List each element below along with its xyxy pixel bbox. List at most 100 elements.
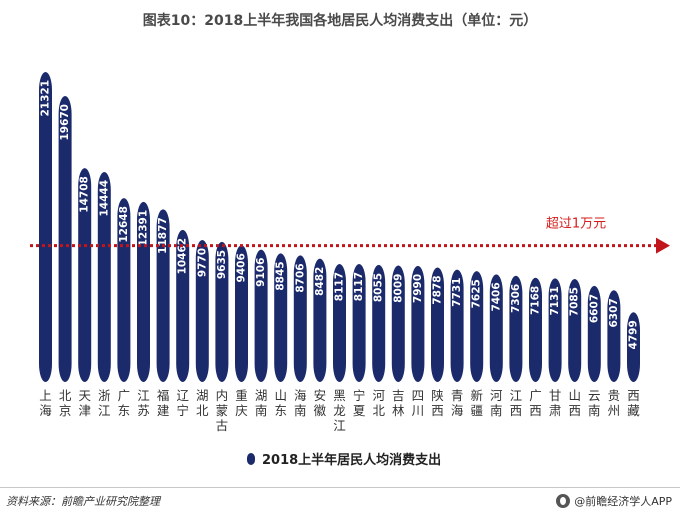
arrow-head-icon [656,237,670,254]
value-label-1: 21321 [40,80,52,117]
bar-10 [215,241,229,382]
bar-8 [176,229,190,382]
bar-4 [97,171,111,382]
legend-swatch [247,453,255,465]
category-label-7: 福建 [157,388,170,418]
value-label-26: 7168 [530,286,542,315]
category-label-19: 吉林 [392,388,405,418]
value-label-3: 14708 [79,176,91,213]
value-label-8: 10462 [177,238,189,275]
bar-13 [274,253,288,382]
bar-15 [313,258,327,382]
category-label-30: 贵州 [608,388,621,418]
legend-label: 2018上半年居民人均消费支出 [262,452,441,468]
value-label-10: 9635 [216,250,228,279]
bar-21 [431,267,444,382]
category-label-29: 云南 [588,388,601,418]
category-label-1: 上海 [39,388,52,418]
category-label-2: 北京 [59,388,72,418]
value-label-14: 8706 [294,263,306,292]
bar-17 [352,263,366,382]
bar-20 [411,265,425,382]
bar-23 [470,271,484,382]
reference-line-label: 超过1万元 [546,217,606,232]
category-label-22: 青海 [451,388,464,418]
chart-title: 图表10：2018上半年我国各地居民人均消费支出（单位：元） [142,13,538,29]
bar-29 [587,285,601,382]
brand-label: @前瞻经济学人APP [574,495,672,508]
category-labels-group: 上海北京天津浙江广东江苏福建辽宁湖北内蒙古重庆湖南山东海南安徽黑龙江宁夏河北吉林… [39,388,640,433]
value-label-19: 8009 [392,274,404,303]
value-label-20: 7990 [412,274,424,303]
bar-16 [333,263,346,382]
bar-11 [235,245,248,382]
bar-5 [117,198,131,382]
bar-19 [391,265,405,382]
bar-7 [156,209,170,382]
category-label-6: 江苏 [137,388,150,418]
category-label-25: 江西 [510,388,523,418]
bar-25 [509,275,523,382]
value-label-27: 7131 [549,286,561,315]
bar-12 [254,249,268,382]
bar-chart: 21321 19670 14708 14444 12648 12391 11877 10462… [30,72,670,468]
bar-22 [450,269,464,382]
value-labels-group: 21321 19670 14708 14444 12648 12391 11877 10462… [40,80,640,349]
value-label-22: 7731 [451,278,463,307]
value-label-28: 7085 [569,287,581,316]
category-label-15: 安徽 [314,388,327,418]
category-label-14: 海南 [294,388,307,418]
category-label-20: 四川 [412,388,425,418]
source-note: 资料来源：前瞻产业研究院整理 [6,495,160,508]
value-label-18: 8055 [373,273,385,302]
category-label-10: 内蒙古 [216,388,229,433]
value-label-23: 7625 [471,279,483,308]
bar-2 [58,96,72,382]
value-label-25: 7306 [510,284,522,313]
category-label-13: 山东 [274,388,287,418]
value-label-11: 9406 [236,253,248,282]
bars-group [39,72,640,382]
category-label-8: 辽宁 [176,388,189,418]
bar-14 [293,255,307,382]
category-label-12: 湖南 [255,388,268,418]
value-label-7: 11877 [157,217,169,254]
brand-credit[interactable]: @前瞻经济学人APP [556,493,672,509]
value-label-2: 19670 [59,104,71,141]
category-label-17: 宁夏 [353,388,366,418]
category-label-5: 广东 [118,388,131,418]
bar-1 [39,72,52,382]
value-label-4: 14444 [98,180,110,217]
category-label-4: 浙江 [98,388,111,418]
bar-28 [568,278,582,382]
bar-27 [548,278,562,382]
legend-group: 2018上半年居民人均消费支出 [247,452,441,468]
value-label-13: 8845 [275,261,287,290]
value-label-29: 6607 [588,294,600,323]
value-label-16: 8117 [334,272,346,301]
category-label-31: 西藏 [627,388,640,418]
bar-24 [489,274,503,382]
category-label-26: 广西 [529,388,542,418]
category-label-11: 重庆 [235,388,248,418]
category-label-18: 河北 [372,388,385,418]
value-label-24: 7406 [490,282,502,311]
value-label-15: 8482 [314,267,326,296]
category-label-21: 陕西 [431,388,444,418]
bar-30 [607,290,621,382]
category-label-3: 天津 [78,388,91,418]
bar-26 [529,277,542,382]
value-label-30: 6307 [608,298,620,327]
value-label-31: 4799 [628,320,640,349]
value-label-5: 12648 [118,206,130,243]
value-label-21: 7878 [432,275,444,304]
value-label-12: 9106 [255,258,267,287]
footer: 资料来源：前瞻产业研究院整理 @前瞻经济学人APP [0,487,680,514]
category-label-27: 甘肃 [549,388,562,418]
category-label-16: 黑龙江 [333,388,346,433]
brand-logo-icon [556,494,571,508]
category-label-23: 新疆 [470,388,483,418]
category-label-9: 湖北 [196,388,209,418]
bar-9 [195,239,209,382]
reference-line-group: 超过1万元 [30,217,670,254]
